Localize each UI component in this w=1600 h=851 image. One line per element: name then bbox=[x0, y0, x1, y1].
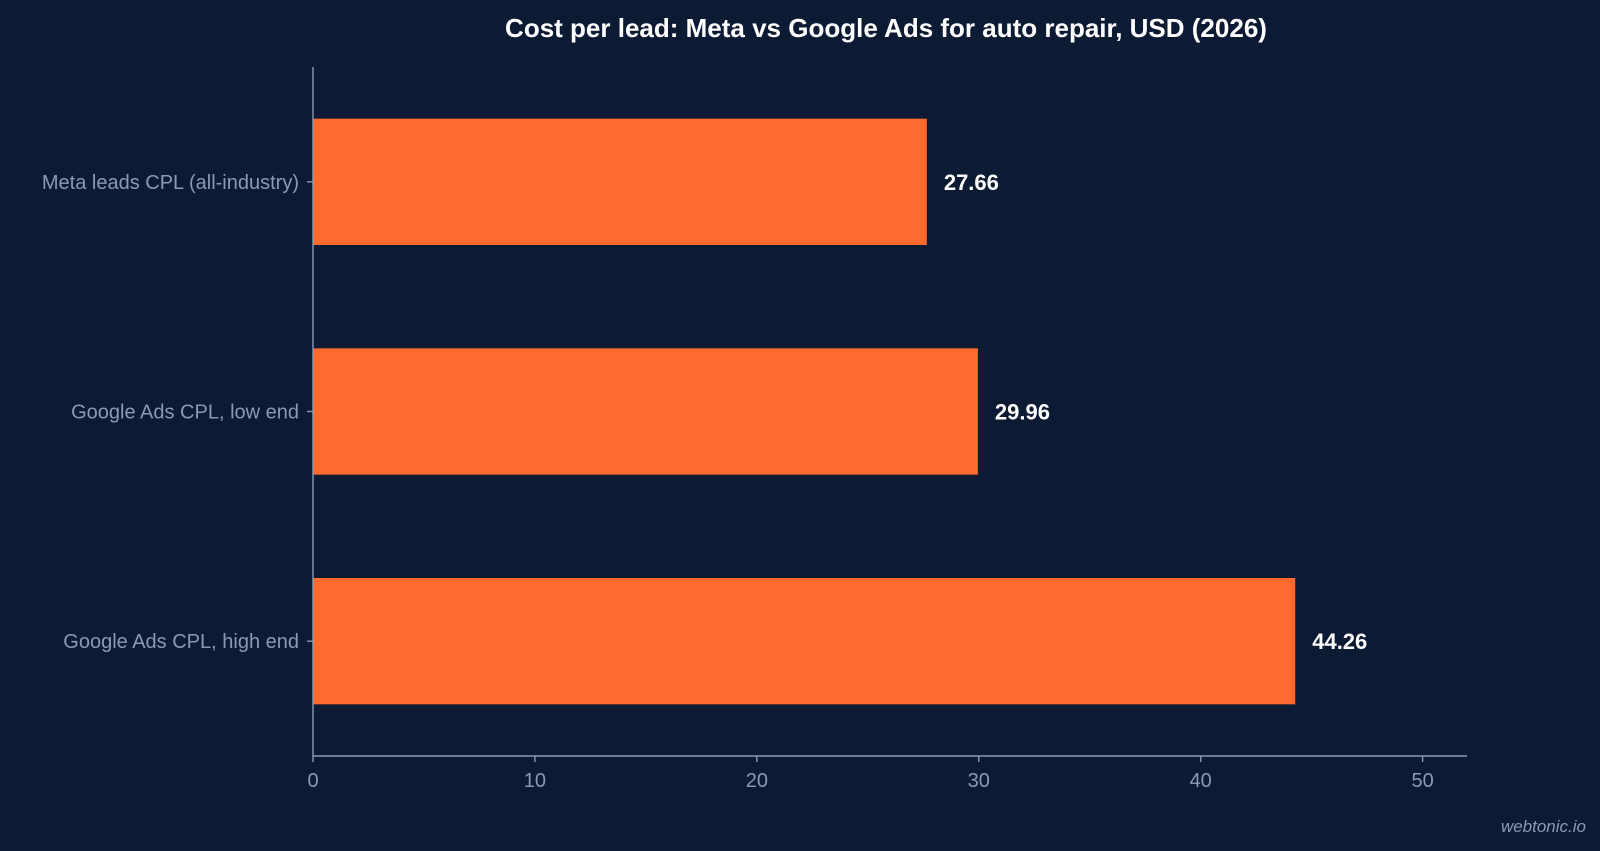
data-label-0: 27.66 bbox=[944, 170, 999, 195]
x-tick-label-5: 50 bbox=[1411, 770, 1433, 792]
x-tick-label-3: 30 bbox=[968, 770, 990, 792]
bar-1 bbox=[313, 348, 978, 475]
x-tick-label-0: 0 bbox=[307, 770, 318, 792]
x-tick-label-4: 40 bbox=[1190, 770, 1212, 792]
chart-title: Cost per lead: Meta vs Google Ads for au… bbox=[505, 13, 1267, 43]
data-label-1: 29.96 bbox=[995, 400, 1050, 425]
category-label-1: Google Ads CPL, low end bbox=[71, 402, 299, 424]
watermark: webtonic.io bbox=[1500, 817, 1586, 836]
bars-group: 27.66 29.96 44.26 bbox=[313, 118, 1367, 705]
bar-2 bbox=[313, 578, 1296, 705]
axes-group: Meta leads CPL (all-industry) Google Ads … bbox=[42, 67, 1467, 792]
data-label-2: 44.26 bbox=[1312, 629, 1367, 654]
category-label-0: Meta leads CPL (all-industry) bbox=[42, 172, 299, 194]
category-label-2: Google Ads CPL, high end bbox=[63, 631, 299, 653]
x-tick-label-1: 10 bbox=[524, 770, 546, 792]
x-tick-label-2: 20 bbox=[746, 770, 768, 792]
bar-0 bbox=[313, 118, 927, 245]
